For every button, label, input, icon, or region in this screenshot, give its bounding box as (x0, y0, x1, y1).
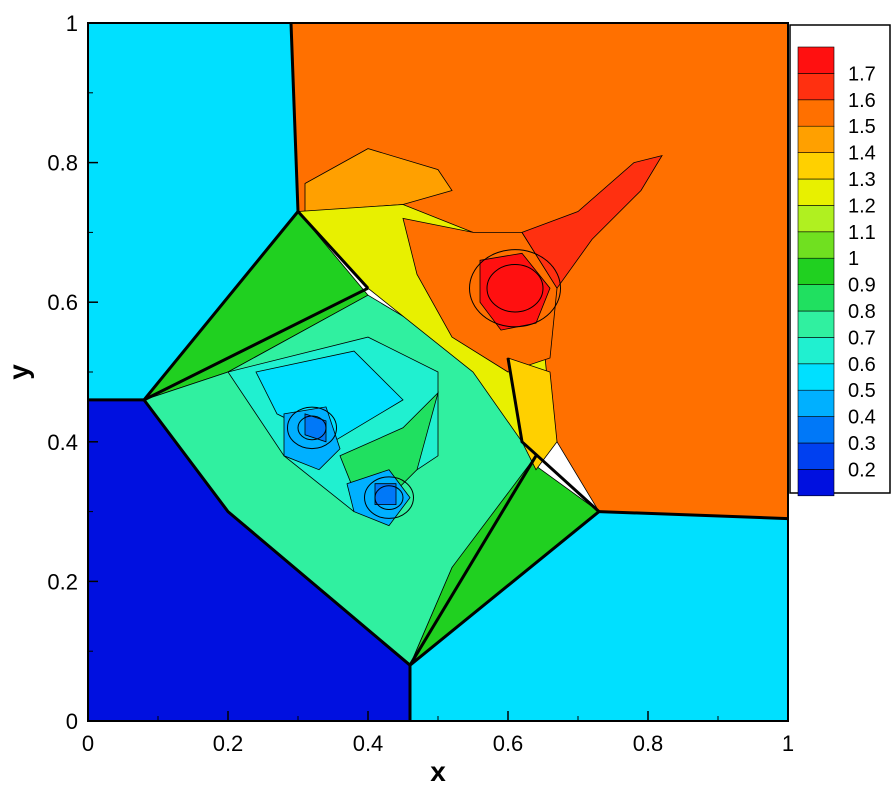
y-axis-title: y (3, 364, 34, 380)
colorbar-swatch (797, 205, 835, 233)
colorbar-label: 1.3 (848, 169, 876, 191)
y-tick-label: 0.6 (47, 290, 78, 315)
shock-line-3 (142, 398, 411, 667)
vortex-contours (287, 249, 561, 519)
x-axis-title: x (430, 756, 446, 785)
x-tick-label: 0 (82, 731, 94, 756)
colorbar-swatch (797, 152, 835, 180)
shock-line-8 (296, 210, 370, 290)
vortex-contour-0 (287, 406, 337, 450)
colorbar-swatch (797, 337, 835, 365)
colorbar-swatch (797, 257, 835, 285)
x-tick-label: 0.4 (353, 731, 384, 756)
vortex-contour-5 (469, 249, 561, 328)
shock-lines (88, 23, 788, 721)
y-tick-label: 0.2 (47, 569, 78, 594)
colorbar-swatch (797, 416, 835, 444)
colorbar-swatch (797, 442, 835, 470)
shock-line-10 (408, 455, 538, 666)
colorbar-label: 0.9 (848, 275, 876, 297)
colorbar-label: 1.2 (848, 195, 876, 217)
vortex-contour-4 (486, 264, 544, 313)
x-tick-label: 1 (782, 731, 794, 756)
colorbar-swatch (797, 363, 835, 391)
colorbar-swatch (797, 125, 835, 153)
colorbar-label: 1.6 (848, 90, 876, 112)
y-tick-label: 0 (66, 709, 78, 734)
colorbar-swatch (797, 46, 835, 74)
vortex-contour-1 (297, 415, 327, 441)
colorbar-swatch (797, 73, 835, 101)
y-tick-label: 0.4 (47, 430, 78, 455)
region-right-vortex-core (374, 483, 397, 506)
colorbar-label: 1.1 (848, 222, 876, 244)
colorbar-swatch (797, 178, 835, 206)
colorbar-label: 0.4 (848, 407, 876, 429)
colorbar-swatch (797, 99, 835, 127)
vortex-contour-2 (364, 476, 414, 519)
contour-regions (88, 23, 788, 721)
colorbar-label: 0.3 (848, 433, 876, 455)
y-tick-label: 1 (66, 11, 78, 36)
x-tick-label: 0.6 (493, 731, 524, 756)
colorbar-label: 0.7 (848, 327, 876, 349)
colorbar-swatch (797, 310, 835, 338)
region-left-vortex-core (304, 413, 327, 443)
x-tick-label: 0.8 (633, 731, 664, 756)
shock-line-1 (142, 210, 300, 401)
shock-line-7 (506, 357, 601, 513)
colorbar-swatch (797, 469, 835, 497)
colorbar-label: 0.8 (848, 301, 876, 323)
colorbar-legend: 0.2 0.3 0.4 0.5 0.6 0.7 0.8 0.9 1 1.1 1.2 1.3 1.4 1.5… (789, 24, 891, 497)
colorbar-label: 0.6 (848, 354, 876, 376)
colorbar-swatch (797, 231, 835, 259)
shock-line-5 (409, 510, 600, 667)
colorbar-label: 1.7 (848, 63, 876, 85)
shock-line-9 (143, 286, 369, 402)
colorbar-label: 1.5 (848, 116, 876, 138)
region-jet (521, 154, 663, 289)
vortex-contour-3 (374, 485, 404, 511)
colorbar-label: 0.5 (848, 380, 876, 402)
colorbar-label: 1 (848, 248, 859, 270)
y-tick-label: 0.8 (47, 151, 78, 176)
shock-line-6 (598, 510, 788, 521)
colorbar-label: 1.4 (848, 143, 876, 165)
x-tick-label: 0.2 (213, 731, 244, 756)
x-axis-ticks: 0 0.2 0.4 0.6 0.8 1 (82, 711, 794, 756)
colorbar-swatch (797, 389, 835, 417)
y-axis-ticks: 0 0.2 0.4 0.6 0.8 1 (47, 11, 98, 734)
colorbar-swatch (797, 284, 835, 312)
shock-line-0 (289, 23, 300, 212)
colorbar-label: 0.2 (848, 459, 876, 481)
